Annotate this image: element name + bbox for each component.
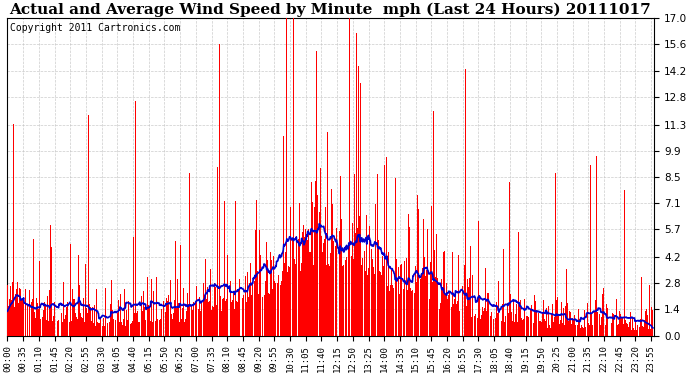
Text: Copyright 2011 Cartronics.com: Copyright 2011 Cartronics.com xyxy=(10,23,180,33)
Title: Actual and Average Wind Speed by Minute  mph (Last 24 Hours) 20111017: Actual and Average Wind Speed by Minute … xyxy=(10,3,651,17)
